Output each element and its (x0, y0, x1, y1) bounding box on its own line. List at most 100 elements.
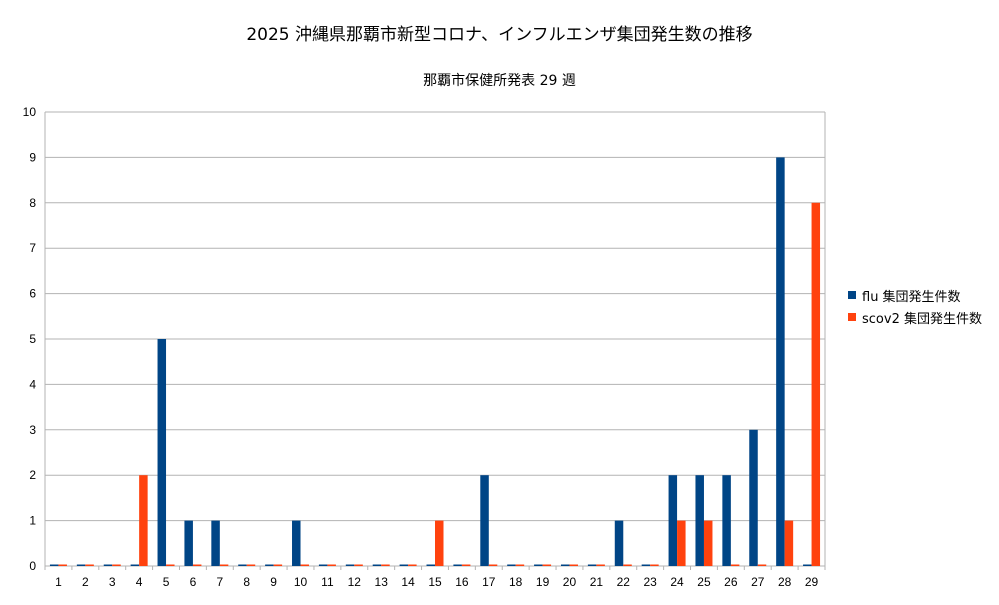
y-tick-label-2: 2 (29, 468, 36, 482)
bar-flu-24 (668, 475, 678, 566)
bar-scov2-8 (246, 564, 256, 566)
bar-flu-23 (641, 564, 651, 566)
bar-flu-9 (265, 564, 274, 566)
bar-scov2-5 (166, 564, 175, 566)
x-tick-label-12: 12 (348, 575, 362, 589)
y-tick-label-7: 7 (29, 241, 36, 255)
bar-scov2-3 (112, 564, 121, 566)
bar-scov2-29 (811, 202, 821, 567)
x-tick-label-5: 5 (163, 575, 170, 589)
bar-flu-8 (238, 564, 247, 566)
bar-flu-12 (345, 564, 355, 566)
x-tick-label-16: 16 (455, 575, 469, 589)
y-tick-label-0: 0 (29, 559, 36, 573)
bar-flu-7 (211, 520, 220, 566)
bar-flu-14 (399, 564, 409, 566)
bar-scov2-17 (488, 564, 498, 566)
bar-scov2-22 (623, 564, 632, 566)
y-tick-label-8: 8 (29, 196, 36, 210)
chart-title: 2025 沖縄県那覇市新型コロナ、インフルエンザ集団発生数の推移 (246, 25, 753, 45)
y-tick-label-4: 4 (29, 377, 36, 391)
bar-scov2-18 (515, 564, 525, 566)
x-tick-label-21: 21 (590, 575, 604, 589)
bar-flu-21 (587, 564, 597, 566)
x-tick-label-28: 28 (778, 575, 792, 589)
x-tick-label-25: 25 (697, 575, 711, 589)
y-tick-label-10: 10 (23, 105, 37, 119)
x-tick-label-24: 24 (670, 575, 684, 589)
legend-label-scov2: scov2 集団発生件数 (862, 311, 982, 327)
bar-scov2-1 (58, 564, 67, 566)
bar-scov2-26 (730, 564, 740, 566)
bar-flu-20 (560, 564, 570, 566)
bar-scov2-4 (139, 475, 148, 566)
x-tick-label-13: 13 (375, 575, 389, 589)
bar-flu-22 (614, 520, 624, 566)
x-tick-label-17: 17 (482, 575, 496, 589)
bar-flu-25 (695, 475, 704, 566)
chart-subtitle: 那覇市保健所発表 29 週 (423, 73, 576, 89)
bar-flu-11 (318, 564, 328, 566)
bar-scov2-27 (757, 564, 767, 566)
legend: flu 集団発生件数 scov2 集団発生件数 (848, 284, 982, 328)
bar-scov2-21 (596, 564, 605, 566)
x-tick-label-14: 14 (401, 575, 415, 589)
bar-flu-17 (480, 475, 489, 566)
bar-scov2-19 (542, 564, 552, 566)
bar-scov2-13 (381, 564, 390, 566)
bar-flu-6 (184, 520, 193, 566)
bar-flu-10 (292, 520, 301, 566)
y-tick-label-1: 1 (29, 514, 36, 528)
y-tick-label-9: 9 (29, 150, 36, 164)
x-tick-label-2: 2 (82, 575, 89, 589)
bar-scov2-11 (327, 564, 336, 566)
bar-scov2-23 (650, 564, 659, 566)
x-tick-label-6: 6 (190, 575, 197, 589)
bar-flu-4 (130, 564, 140, 566)
x-tick-label-9: 9 (270, 575, 277, 589)
x-tick-label-29: 29 (805, 575, 819, 589)
bar-flu-2 (76, 564, 86, 566)
bar-flu-1 (49, 564, 59, 566)
bar-flu-19 (534, 564, 543, 566)
x-tick-label-3: 3 (109, 575, 116, 589)
bar-scov2-16 (461, 564, 471, 566)
y-tick-label-5: 5 (29, 332, 36, 346)
bar-scov2-2 (85, 564, 94, 566)
bar-flu-15 (426, 564, 435, 566)
bar-scov2-10 (300, 564, 310, 566)
x-tick-label-7: 7 (216, 575, 223, 589)
bar-flu-18 (507, 564, 516, 566)
x-tick-label-18: 18 (509, 575, 523, 589)
bar-scov2-20 (569, 564, 578, 566)
y-tick-label-6: 6 (29, 287, 36, 301)
x-tick-label-15: 15 (428, 575, 442, 589)
x-tick-label-20: 20 (563, 575, 577, 589)
bar-scov2-12 (354, 564, 363, 566)
bar-scov2-7 (219, 564, 229, 566)
bar-flu-16 (453, 564, 462, 566)
bar-flu-26 (722, 475, 731, 566)
x-tick-label-1: 1 (55, 575, 62, 589)
x-tick-label-26: 26 (724, 575, 738, 589)
y-tick-label-3: 3 (29, 423, 36, 437)
x-tick-label-4: 4 (136, 575, 143, 589)
x-tick-label-23: 23 (643, 575, 657, 589)
bar-scov2-24 (677, 520, 686, 566)
legend-swatch-flu (848, 291, 856, 299)
bar-scov2-14 (408, 564, 417, 566)
bar-scov2-6 (192, 564, 202, 566)
legend-swatch-scov2 (848, 313, 856, 321)
x-tick-label-19: 19 (536, 575, 550, 589)
bar-scov2-28 (784, 520, 794, 566)
bar-flu-29 (803, 564, 812, 566)
x-tick-label-10: 10 (294, 575, 308, 589)
x-tick-label-22: 22 (617, 575, 631, 589)
bar-flu-27 (749, 429, 758, 566)
bar-flu-5 (157, 339, 167, 566)
bar-flu-3 (103, 564, 113, 566)
bar-scov2-25 (703, 520, 713, 566)
bar-scov2-9 (273, 564, 283, 566)
legend-item-flu: flu 集団発生件数 (848, 284, 982, 306)
